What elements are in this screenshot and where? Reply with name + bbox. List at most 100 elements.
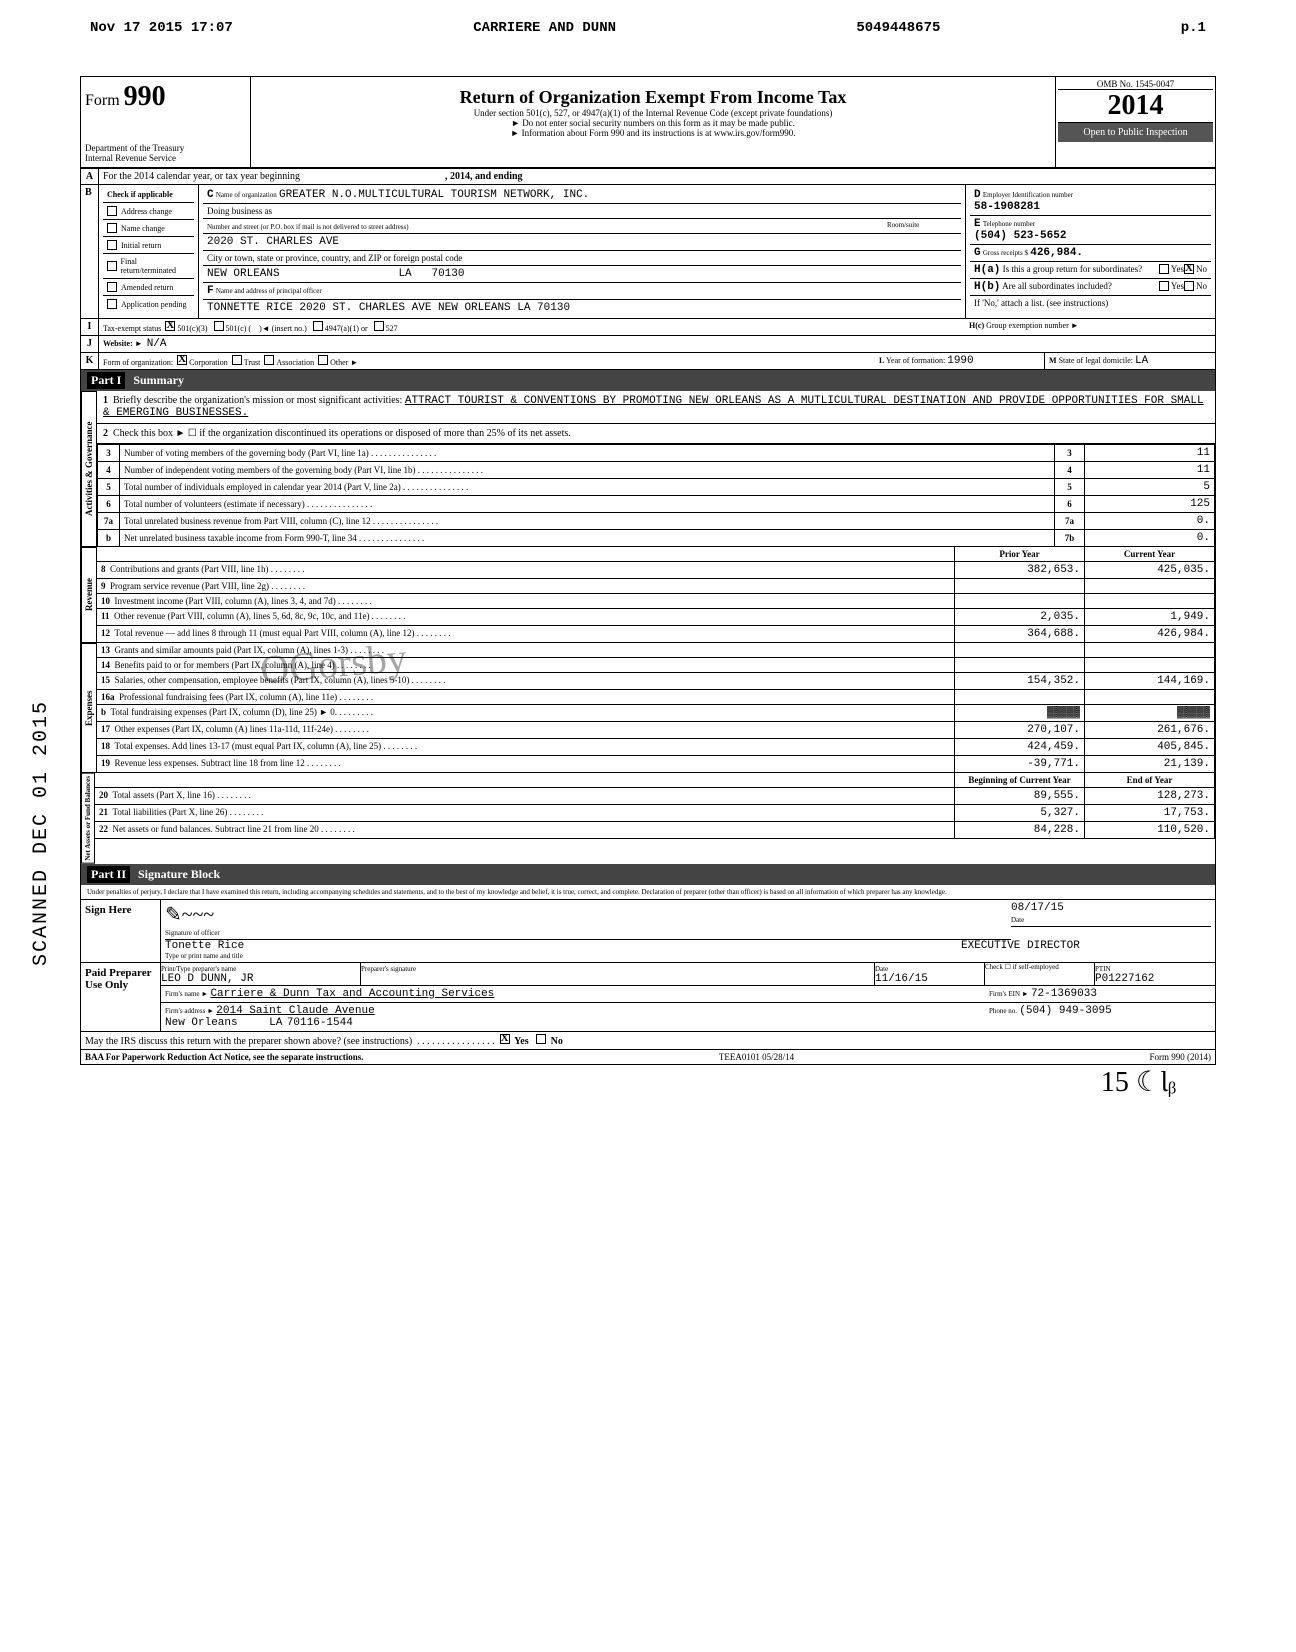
table-row: 15 Salaries, other compensation, employe… <box>97 673 1215 690</box>
form-990-label: 990 <box>124 81 166 112</box>
org-state: LA <box>398 268 411 280</box>
addr-label: Number and street (or P.O. box if mail i… <box>207 223 409 231</box>
ein-value: 58-1908281 <box>974 201 1040 213</box>
ptin-label: PTIN <box>1095 965 1111 973</box>
check-label-2: Initial return <box>121 241 161 250</box>
i-527-checkbox[interactable] <box>374 321 384 331</box>
firm-ein-label: Firm's EIN ► <box>989 990 1029 998</box>
m-value: LA <box>1135 355 1148 367</box>
discuss-no-checkbox[interactable] <box>536 1034 546 1044</box>
k-opt0: Corporation <box>189 358 228 367</box>
table-row: 8 Contributions and grants (Part VIII, l… <box>97 562 1215 579</box>
section-b-checks: Check if applicable Address change Name … <box>99 185 199 318</box>
row-a-mid: , 2014, and ending <box>445 171 523 182</box>
i-opt2b: )◄ (insert no.) <box>259 324 307 333</box>
prep-name-label: Print/Type preparer's name <box>161 965 236 973</box>
hb-note: If 'No,' attach a list. (see instruction… <box>970 296 1211 310</box>
ha-yes-checkbox[interactable] <box>1159 264 1169 274</box>
k-opt2: Association <box>276 358 314 367</box>
form-number: Form 990 <box>85 81 246 113</box>
table-row: 6Total number of volunteers (estimate if… <box>98 496 1215 513</box>
k-opt3: Other ► <box>330 358 358 367</box>
gross-label: Gross receipts $ <box>983 249 1028 257</box>
form-subtitle-1: Under section 501(c), 527, or 4947(a)(1)… <box>255 108 1051 118</box>
hb-no-checkbox[interactable] <box>1184 281 1194 291</box>
side-net-assets: Net Assets or Fund Balances <box>81 773 95 864</box>
hb-no: No <box>1196 281 1207 293</box>
table-row: 9 Program service revenue (Part VIII, li… <box>97 579 1215 594</box>
check-final-return[interactable] <box>107 261 117 271</box>
table-row: 12 Total revenue — add lines 8 through 1… <box>97 626 1215 643</box>
table-row: bNet unrelated business taxable income f… <box>98 530 1215 547</box>
k-opt1: Trust <box>244 358 261 367</box>
omb-number: OMB No. 1545-0047 <box>1058 79 1213 89</box>
i-501c3-checkbox[interactable] <box>165 321 175 331</box>
sign-here-label: Sign Here <box>81 900 161 962</box>
perjury-text: Under penalties of perjury, I declare th… <box>81 885 1215 900</box>
check-application-pending[interactable] <box>107 299 117 309</box>
part2-title: Signature Block <box>138 867 220 882</box>
firm-city: New Orleans <box>165 1017 238 1029</box>
self-employed-label: Check ☐ if self-employed <box>985 963 1095 985</box>
table-row: 7aTotal unrelated business revenue from … <box>98 513 1215 530</box>
form-header: Form 990 Department of the Treasury Inte… <box>81 77 1215 169</box>
table-row: 20 Total assets (Part X, line 16) . . . … <box>95 788 1215 805</box>
fax-header: Nov 17 2015 17:07 CARRIERE AND DUNN 5049… <box>80 20 1216 36</box>
mission-label: Briefly describe the organization's miss… <box>113 395 402 406</box>
i-opt3: 4947(a)(1) or <box>325 324 368 333</box>
org-address: 2020 ST. CHARLES AVE <box>207 236 339 248</box>
sig-date: 08/17/15 <box>1011 902 1211 914</box>
form-subtitle-2: ► Do not enter social security numbers o… <box>255 118 1051 128</box>
side-revenue: Revenue <box>81 547 97 643</box>
check-amended[interactable] <box>107 282 117 292</box>
firm-addr: 2014 Saint Claude Avenue <box>216 1005 374 1017</box>
k-corp-checkbox[interactable] <box>177 355 187 365</box>
table-row: 16a Professional fundraising fees (Part … <box>97 690 1215 705</box>
firm-state: LA <box>269 1017 282 1029</box>
phone-label: Telephone number <box>983 220 1035 228</box>
check-label-0: Address change <box>121 207 172 216</box>
tax-year: 2014 <box>1058 89 1213 123</box>
check-address-change[interactable] <box>107 206 117 216</box>
fax-page: p.1 <box>1181 20 1206 36</box>
i-opt1: 501(c)(3) <box>177 324 207 333</box>
i-501c-checkbox[interactable] <box>214 321 224 331</box>
part1-title: Summary <box>133 373 184 388</box>
scanned-stamp: SCANNED DEC 01 2015 <box>30 700 53 966</box>
ha-no-checkbox[interactable] <box>1184 264 1194 274</box>
row-a: A For the 2014 calendar year, or tax yea… <box>81 169 1215 185</box>
form-990: Form 990 Department of the Treasury Inte… <box>80 76 1216 1065</box>
l-label: Year of formation: <box>886 356 945 365</box>
handwritten-note: 15 ☾Ɩᵦ <box>80 1065 1216 1099</box>
row-a-label: For the 2014 calendar year, or tax year … <box>103 171 300 182</box>
discuss-yes-checkbox[interactable] <box>500 1034 510 1044</box>
footer-form: Form 990 (2014) <box>1149 1052 1211 1062</box>
k-assoc-checkbox[interactable] <box>264 355 274 365</box>
i-4947-checkbox[interactable] <box>313 321 323 331</box>
sig-officer-label: Signature of officer <box>165 927 1011 940</box>
form-title: Return of Organization Exempt From Incom… <box>255 87 1051 108</box>
l-value: 1990 <box>947 355 973 367</box>
firm-phone-label: Phone no. <box>989 1007 1017 1015</box>
form-prefix: Form <box>85 92 120 109</box>
k-other-checkbox[interactable] <box>318 355 328 365</box>
discuss-label: May the IRS discuss this return with the… <box>85 1036 412 1047</box>
i-opt2: 501(c) ( <box>226 324 252 333</box>
table-row: 19 Revenue less expenses. Subtract line … <box>97 756 1215 773</box>
check-header: Check if applicable <box>103 187 194 203</box>
check-label-5: Application pending <box>121 300 187 309</box>
firm-phone: (504) 949-3095 <box>1019 1005 1111 1017</box>
k-trust-checkbox[interactable] <box>232 355 242 365</box>
fax-number: 5049448675 <box>856 20 940 36</box>
fax-sender: CARRIERE AND DUNN <box>473 20 616 36</box>
j-label: Website: ► <box>103 339 143 348</box>
hb-yes-checkbox[interactable] <box>1159 281 1169 291</box>
prep-sig-label: Preparer's signature <box>361 965 416 973</box>
col-end-year: End of Year <box>1085 773 1215 788</box>
phone-value: (504) 523-5652 <box>974 230 1066 242</box>
check-name-change[interactable] <box>107 223 117 233</box>
form-subtitle-3: ► Information about Form 990 and its ins… <box>255 128 1051 138</box>
firm-name-label: Firm's name ► <box>165 990 208 998</box>
open-inspection: Open to Public Inspection <box>1058 123 1213 142</box>
check-initial-return[interactable] <box>107 240 117 250</box>
